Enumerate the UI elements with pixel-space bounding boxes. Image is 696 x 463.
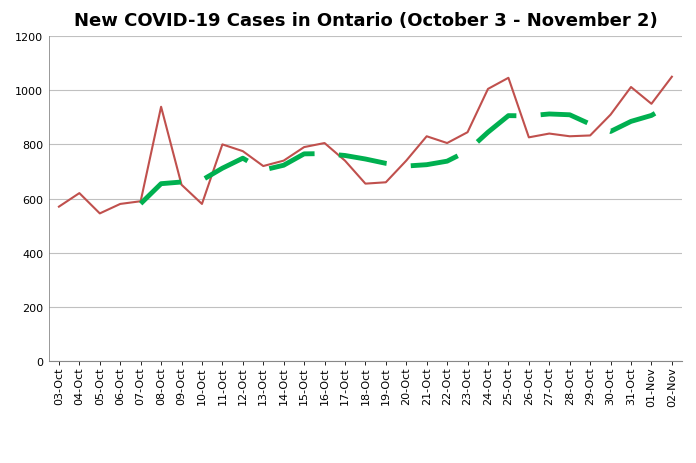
Title: New COVID-19 Cases in Ontario (October 3 - November 2): New COVID-19 Cases in Ontario (October 3…: [74, 12, 657, 30]
